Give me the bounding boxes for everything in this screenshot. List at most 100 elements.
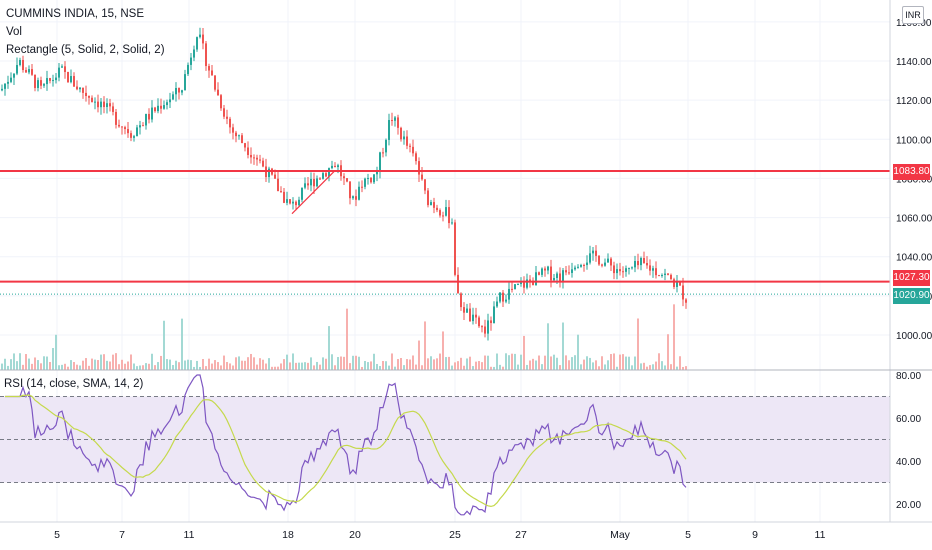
volume-bar — [343, 356, 345, 370]
candle-body — [151, 107, 153, 120]
volume-bar — [562, 322, 564, 370]
candle-body — [349, 181, 351, 199]
candle-body — [337, 165, 339, 168]
candle-body — [67, 71, 69, 83]
volume-bar — [472, 366, 474, 370]
candle-body — [457, 274, 459, 294]
volume-bar — [1, 363, 3, 370]
volume-bar — [370, 361, 372, 370]
volume-bar — [220, 365, 222, 370]
volume-bar — [229, 363, 231, 370]
volume-bar — [223, 355, 225, 370]
volume-bar — [181, 318, 183, 370]
volume-bar — [106, 360, 108, 370]
candle-body — [220, 95, 222, 109]
time-tick-label: 27 — [515, 529, 527, 541]
rsi-tick-label: 60.00 — [896, 414, 921, 425]
volume-bar — [349, 363, 351, 370]
candle-body — [484, 326, 486, 334]
candle-body — [601, 264, 603, 266]
candle-body — [418, 161, 420, 175]
candle-body — [328, 168, 330, 177]
candle-body — [115, 111, 117, 125]
volume-bar — [616, 366, 618, 370]
candle-body — [394, 117, 396, 121]
rsi-tick-label: 20.00 — [896, 500, 921, 511]
rectangle-label: Rectangle (5, Solid, 2, Solid, 2) — [6, 44, 165, 56]
volume-bar — [88, 365, 90, 370]
candle-body — [406, 136, 408, 146]
volume-bar — [304, 362, 306, 370]
volume-bar — [577, 334, 579, 370]
candle-body — [193, 49, 195, 58]
volume-bar — [301, 362, 303, 370]
volume-bar — [160, 355, 162, 370]
volume-bar — [385, 361, 387, 370]
volume-bar — [25, 354, 27, 370]
candle-body — [97, 101, 99, 108]
candle-body — [433, 202, 435, 208]
candle-body — [463, 307, 465, 313]
candle-body — [496, 301, 498, 307]
volume-bar — [361, 366, 363, 370]
candle-body — [403, 136, 405, 140]
volume-bar — [514, 353, 516, 370]
candle-body — [640, 258, 642, 266]
candle-body — [28, 69, 30, 73]
candle-body — [304, 183, 306, 188]
candle-body — [130, 133, 132, 138]
volume-bar — [139, 365, 141, 370]
candle-body — [100, 101, 102, 108]
volume-bar — [40, 363, 42, 370]
currency-badge[interactable]: INR — [902, 6, 924, 24]
volume-bar — [277, 366, 279, 370]
candle-body — [676, 282, 678, 287]
candle-body — [70, 76, 72, 83]
candle-body — [424, 179, 426, 191]
candle-body — [127, 129, 129, 134]
rsi-band — [0, 396, 890, 483]
volume-bar — [586, 356, 588, 370]
volume-bar — [163, 320, 165, 370]
volume-bar — [145, 363, 147, 370]
time-tick-label: 11 — [815, 529, 826, 541]
volume-bar — [460, 357, 462, 370]
time-tick-label: 11 — [184, 529, 195, 541]
volume-bar — [43, 356, 45, 370]
candle-body — [25, 70, 27, 73]
candle-body — [289, 199, 291, 204]
candle-body — [466, 308, 468, 313]
volume-bar — [607, 360, 609, 370]
volume-bar — [613, 353, 615, 370]
candle-body — [427, 190, 429, 206]
volume-bar — [313, 365, 315, 370]
volume-bar — [553, 354, 555, 370]
candle-body — [568, 272, 570, 274]
candle-body — [172, 94, 174, 100]
volume-bar — [418, 340, 420, 370]
candle-body — [625, 268, 627, 272]
candle-body — [526, 279, 528, 288]
volume-bar — [634, 356, 636, 370]
volume-bar — [664, 365, 666, 370]
volume-bar — [310, 357, 312, 370]
candle-body — [364, 178, 366, 187]
volume-bar — [154, 365, 156, 370]
volume-bar — [478, 361, 480, 370]
volume-bar — [574, 355, 576, 370]
volume-bar — [568, 360, 570, 370]
candle-body — [31, 69, 33, 75]
volume-bar — [436, 358, 438, 370]
volume-bar — [346, 308, 348, 370]
candle-body — [685, 299, 687, 303]
candle-body — [295, 201, 297, 206]
level-tag-lower: 1027.30 — [893, 270, 930, 286]
horizontal-levels[interactable] — [0, 169, 890, 295]
candlesticks — [1, 27, 687, 341]
candle-body — [82, 87, 84, 93]
candle-body — [397, 117, 399, 128]
volume-bar — [133, 363, 135, 370]
volume-bar — [487, 355, 489, 370]
candle-body — [379, 152, 381, 172]
